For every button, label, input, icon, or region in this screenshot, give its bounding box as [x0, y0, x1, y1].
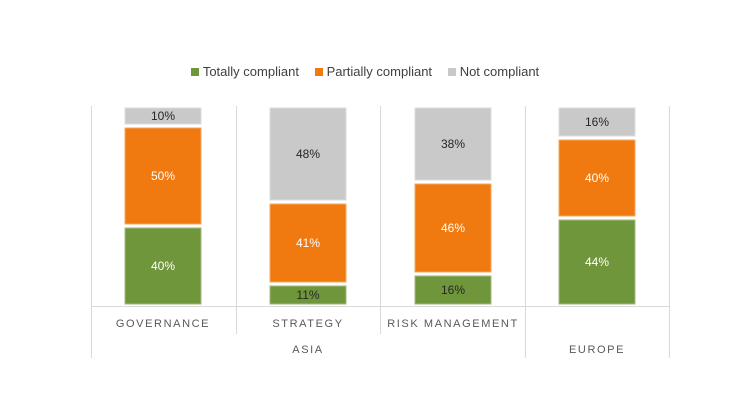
- data-label-totally-compliant: 16%: [441, 283, 465, 297]
- data-label-partially-compliant: 41%: [296, 236, 320, 250]
- bar-segment-bevel: [269, 107, 347, 201]
- bar-segment-bevel: [124, 127, 202, 225]
- data-label-partially-compliant: 46%: [441, 221, 465, 235]
- bar-segment-bevel: [124, 227, 202, 305]
- group-label: EUROPE: [569, 344, 625, 356]
- bar-segment-not-compliant: [557, 106, 637, 138]
- legend-swatch-totally-compliant: [190, 68, 199, 76]
- bar-segment-totally-compliant: [123, 226, 203, 306]
- legend-item-not-compliant: Not compliant: [447, 64, 540, 79]
- bar-segment-bevel: [124, 107, 202, 125]
- data-label-totally-compliant: 11%: [296, 288, 319, 302]
- chart-legend: Totally compliant Partially compliant No…: [0, 64, 730, 79]
- data-label-not-compliant: 10%: [151, 109, 175, 123]
- data-label-totally-compliant: 40%: [151, 259, 175, 273]
- legend-label-totally-compliant: Totally compliant: [202, 64, 299, 79]
- bar-segment-bevel: [269, 203, 347, 283]
- legend-swatch-partially-compliant: [314, 68, 323, 76]
- bar-segment-bevel: [558, 107, 636, 137]
- data-label-not-compliant: 48%: [296, 147, 320, 161]
- bar-segment-bevel: [414, 183, 492, 273]
- bar-segment-partially-compliant: [268, 202, 348, 284]
- data-label-totally-compliant: 44%: [585, 255, 609, 269]
- bar-segment-bevel: [414, 275, 492, 305]
- category-tick-label: STRATEGY: [272, 318, 343, 330]
- bar-segment-partially-compliant: [557, 138, 637, 218]
- legend-item-totally-compliant: Totally compliant: [190, 64, 299, 79]
- data-label-not-compliant: 16%: [585, 115, 609, 129]
- legend-label-not-compliant: Not compliant: [459, 64, 540, 79]
- bar-segment-not-compliant: [268, 106, 348, 202]
- bar-segment-totally-compliant: [557, 218, 637, 306]
- legend-swatch-not-compliant: [447, 68, 456, 76]
- bar-segment-not-compliant: [123, 106, 203, 126]
- bar-segment-bevel: [558, 139, 636, 217]
- bar-segment-bevel: [414, 107, 492, 181]
- legend-label-partially-compliant: Partially compliant: [326, 64, 433, 79]
- legend-item-partially-compliant: Partially compliant: [314, 64, 433, 79]
- bar-segment-not-compliant: [413, 106, 493, 182]
- group-label: ASIA: [292, 344, 323, 356]
- bar-segment-totally-compliant: [413, 274, 493, 306]
- bar-segment-bevel: [269, 285, 347, 305]
- bar-segment-partially-compliant: [123, 126, 203, 226]
- bar-segment-bevel: [558, 219, 636, 305]
- bar-segment-totally-compliant: [268, 284, 348, 306]
- data-label-partially-compliant: 50%: [151, 169, 175, 183]
- data-label-not-compliant: 38%: [441, 137, 465, 151]
- category-tick-label: GOVERNANCE: [116, 318, 210, 330]
- bar-segment-partially-compliant: [413, 182, 493, 274]
- category-tick-label: RISK MANAGEMENT: [387, 318, 519, 330]
- data-label-partially-compliant: 40%: [585, 171, 609, 185]
